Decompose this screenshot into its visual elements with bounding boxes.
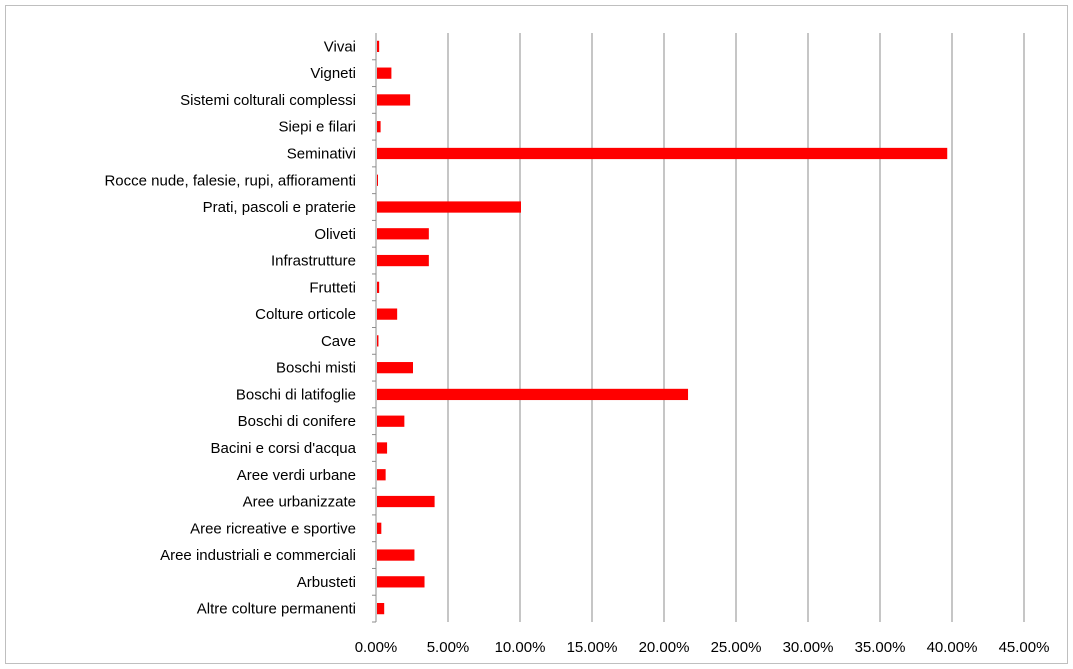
bar bbox=[377, 228, 429, 240]
category-label: Aree ricreative e sportive bbox=[190, 520, 356, 537]
category-label: Boschi misti bbox=[276, 360, 356, 377]
category-label: Boschi di latifoglie bbox=[236, 386, 356, 403]
category-label: Infrastrutture bbox=[271, 253, 356, 270]
category-label: Boschi di conifere bbox=[238, 413, 356, 430]
bar bbox=[377, 40, 380, 53]
category-label: Oliveti bbox=[314, 226, 356, 243]
bar bbox=[377, 576, 425, 588]
bar bbox=[377, 549, 415, 561]
bar bbox=[377, 415, 405, 427]
bar bbox=[377, 522, 382, 534]
category-label: Aree industriali e commerciali bbox=[160, 547, 356, 564]
x-tick-label: 0.00% bbox=[355, 639, 398, 656]
bar bbox=[377, 388, 689, 401]
bar bbox=[377, 335, 379, 347]
category-label: Altre colture permanenti bbox=[197, 601, 356, 618]
category-label: Frutteti bbox=[309, 279, 356, 296]
x-tick-label: 40.00% bbox=[927, 639, 978, 656]
bar bbox=[377, 94, 411, 106]
category-label: Cave bbox=[321, 333, 356, 350]
x-tick-label: 30.00% bbox=[783, 639, 834, 656]
bar-chart: 0.00% 5.00% 10.00% 15.00% 20.00% 25.00% 30.00%… bbox=[104, 33, 1050, 656]
category-label: Sistemi colturali complessi bbox=[180, 92, 356, 109]
bar bbox=[377, 121, 381, 133]
category-label: Vivai bbox=[324, 38, 356, 55]
bar bbox=[377, 602, 385, 615]
x-tick-label: 10.00% bbox=[495, 639, 546, 656]
bar bbox=[377, 469, 386, 481]
bar bbox=[377, 254, 429, 267]
x-tick-label: 5.00% bbox=[427, 639, 470, 656]
x-tick-label: 15.00% bbox=[567, 639, 618, 656]
category-label: Vigneti bbox=[310, 65, 356, 82]
x-tick-label: 45.00% bbox=[999, 639, 1050, 656]
x-tick-label: 20.00% bbox=[639, 639, 690, 656]
bar bbox=[377, 495, 435, 508]
bar bbox=[377, 174, 378, 186]
bar bbox=[377, 201, 521, 213]
bar bbox=[377, 281, 380, 293]
category-label: Aree urbanizzate bbox=[243, 494, 356, 511]
bar bbox=[377, 362, 413, 374]
bar bbox=[377, 147, 948, 160]
category-label: Bacini e corsi d'acqua bbox=[211, 440, 357, 457]
bar bbox=[377, 67, 392, 79]
category-label: Rocce nude, falesie, rupi, affioramenti bbox=[104, 172, 356, 189]
category-label: Arbusteti bbox=[297, 574, 356, 591]
category-label: Aree verdi urbane bbox=[237, 467, 356, 484]
bar bbox=[377, 308, 398, 320]
category-label: Seminativi bbox=[287, 145, 356, 162]
bar bbox=[377, 442, 388, 454]
x-tick-label: 25.00% bbox=[711, 639, 762, 656]
category-label: Prati, pascoli e praterie bbox=[203, 199, 356, 216]
x-tick-label: 35.00% bbox=[855, 639, 906, 656]
chart-frame: 0.00% 5.00% 10.00% 15.00% 20.00% 25.00% 30.00%… bbox=[5, 5, 1068, 664]
category-label: Siepi e filari bbox=[278, 119, 356, 136]
category-label: Colture orticole bbox=[255, 306, 356, 323]
